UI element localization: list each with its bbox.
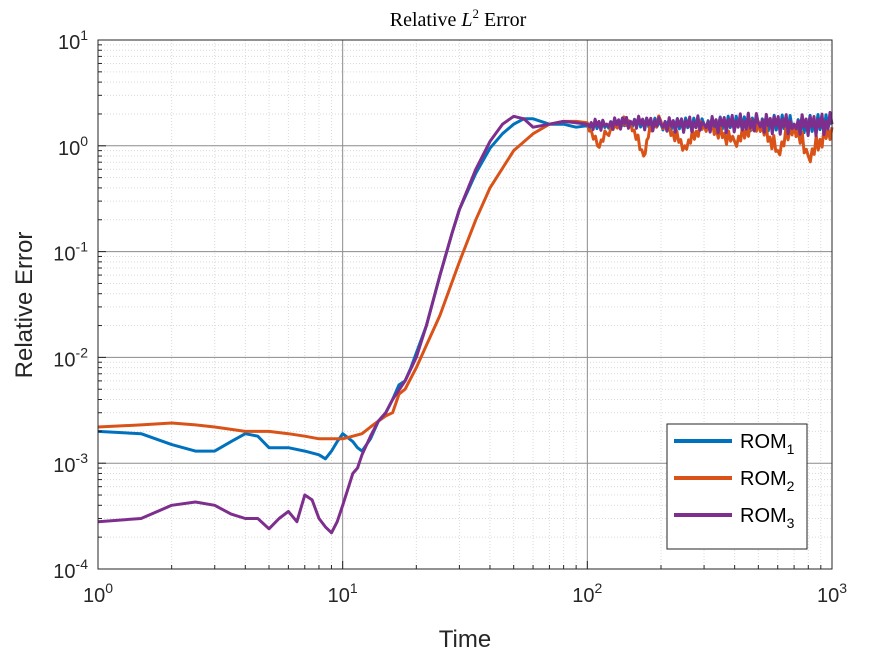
x-tick-label: 102 <box>572 580 602 607</box>
x-tick-label: 101 <box>328 580 358 607</box>
y-axis-label: Relative Error <box>11 232 38 379</box>
series-line-rom-3 <box>97 110 834 535</box>
x-tick-label: 103 <box>817 580 847 607</box>
y-tick-labels: 10-4 10-3 10-2 10-1 100 101 <box>53 27 88 583</box>
x-axis-label: Time <box>439 626 491 653</box>
legend-box <box>666 423 808 550</box>
legend: ROM1 ROM2 ROM3 <box>666 423 808 550</box>
y-tick-label: 10-3 <box>53 450 88 477</box>
series-lines <box>97 110 834 535</box>
y-tick-label: 101 <box>58 27 88 54</box>
legend-label-rom-1: ROM1 <box>740 431 795 457</box>
y-tick-label: 100 <box>58 133 88 160</box>
x-tick-label: 100 <box>83 580 113 607</box>
legend-label-rom-3: ROM3 <box>740 505 795 531</box>
y-tick-label: 10-2 <box>53 344 88 371</box>
y-tick-label: 10-1 <box>53 239 88 266</box>
axis-ticks <box>97 39 833 570</box>
plot-frame <box>97 39 833 570</box>
chart-title: Relative L2 Error <box>390 6 527 31</box>
series-line-rom-2 <box>97 114 834 441</box>
x-tick-labels: 100 101 102 103 <box>83 580 847 607</box>
legend-label-rom-2: ROM2 <box>740 468 795 494</box>
minor-grid <box>98 40 832 569</box>
y-tick-label: 10-4 <box>53 556 88 583</box>
